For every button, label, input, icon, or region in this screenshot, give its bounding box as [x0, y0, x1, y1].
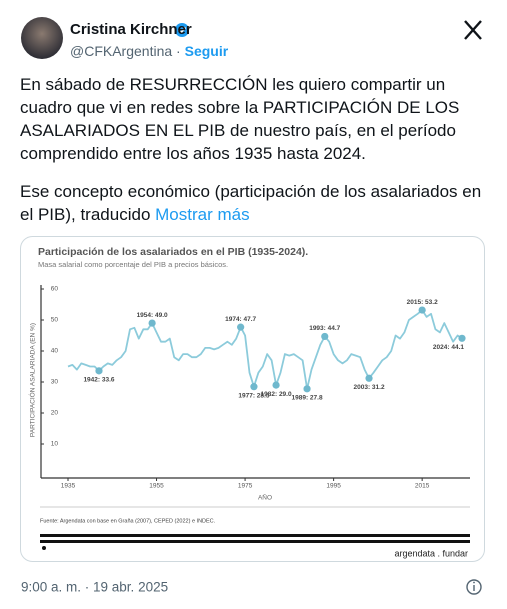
data-label: 2024: 44.1: [433, 344, 464, 351]
y-tick-label: 60: [51, 286, 59, 293]
data-label: 1942: 33.6: [83, 377, 114, 384]
highlight-point: [250, 383, 258, 391]
data-label: 1993: 44.7: [309, 325, 340, 332]
highlight-point: [237, 323, 245, 331]
highlight-point: [272, 381, 280, 389]
avatar[interactable]: [21, 17, 63, 59]
data-label: 1989: 27.8: [292, 395, 323, 402]
separator: ·: [176, 43, 181, 59]
author-handle[interactable]: @CFKArgentina: [70, 43, 173, 59]
author-name[interactable]: Cristina Kirchner: [70, 21, 192, 38]
data-label: 1954: 49.0: [137, 312, 168, 319]
highlight-point: [458, 334, 466, 342]
follow-button[interactable]: Seguir: [184, 43, 229, 59]
line-series: [67, 309, 463, 390]
y-tick-label: 40: [51, 348, 59, 355]
y-axis-label: PARTICIPACIÓN ASALARIADA (EN %): [28, 323, 37, 437]
info-icon[interactable]: [466, 579, 482, 595]
tweet-text-part: Ese concepto económico (participación de…: [20, 182, 482, 224]
tweet-text: En sábado de RESURRECCIÓN les quiero com…: [20, 75, 460, 163]
x-tick-label: 2015: [415, 483, 430, 490]
footer-bar: [40, 534, 470, 537]
timestamp[interactable]: 9:00 a. m. · 19 abr. 2025: [21, 580, 168, 595]
show-more[interactable]: Mostrar más: [155, 205, 250, 224]
x-tick-label: 1935: [61, 483, 76, 490]
x-tick-label: 1995: [326, 483, 341, 490]
y-tick-label: 50: [51, 317, 59, 324]
y-tick-label: 30: [51, 379, 59, 386]
chart-subtitle: Masa salarial como porcentaje del PIB a …: [38, 260, 228, 269]
highlight-point: [418, 306, 426, 314]
tweet-text: Ese concepto económico (participación de…: [20, 180, 488, 226]
data-label: 2003: 31.2: [353, 384, 384, 391]
verified-check: [177, 26, 187, 34]
media-card[interactable]: [20, 236, 485, 562]
data-label: 1977: 28.5: [238, 392, 269, 399]
y-tick-label: 20: [51, 410, 59, 417]
highlight-point: [321, 332, 329, 341]
header-graphics: [21, 17, 482, 59]
footer-dot: [42, 546, 46, 550]
chart-title: Participación de los asalariados en el P…: [38, 246, 308, 258]
y-tick-label: 10: [51, 441, 59, 448]
brand: argendata . fundar: [394, 548, 468, 558]
x-tick-label: 1975: [238, 483, 253, 490]
data-label: 1974: 47.7: [225, 316, 256, 323]
source-note: Fuente: Argendata con base en Graña (200…: [40, 518, 216, 524]
footer-bar: [40, 540, 470, 543]
highlight-point: [303, 385, 311, 393]
x-tick-label: 1955: [149, 483, 164, 490]
highlight-point: [148, 319, 156, 327]
data-label: 1982: 29.0: [261, 391, 292, 398]
data-label: 2015: 53.2: [407, 299, 438, 306]
x-logo[interactable]: [464, 20, 482, 40]
info-icon-dot: [473, 581, 475, 584]
highlight-point: [95, 367, 103, 375]
x-axis-label: AÑO: [258, 493, 272, 502]
verified-badge: [175, 23, 189, 37]
highlight-point: [365, 374, 373, 382]
